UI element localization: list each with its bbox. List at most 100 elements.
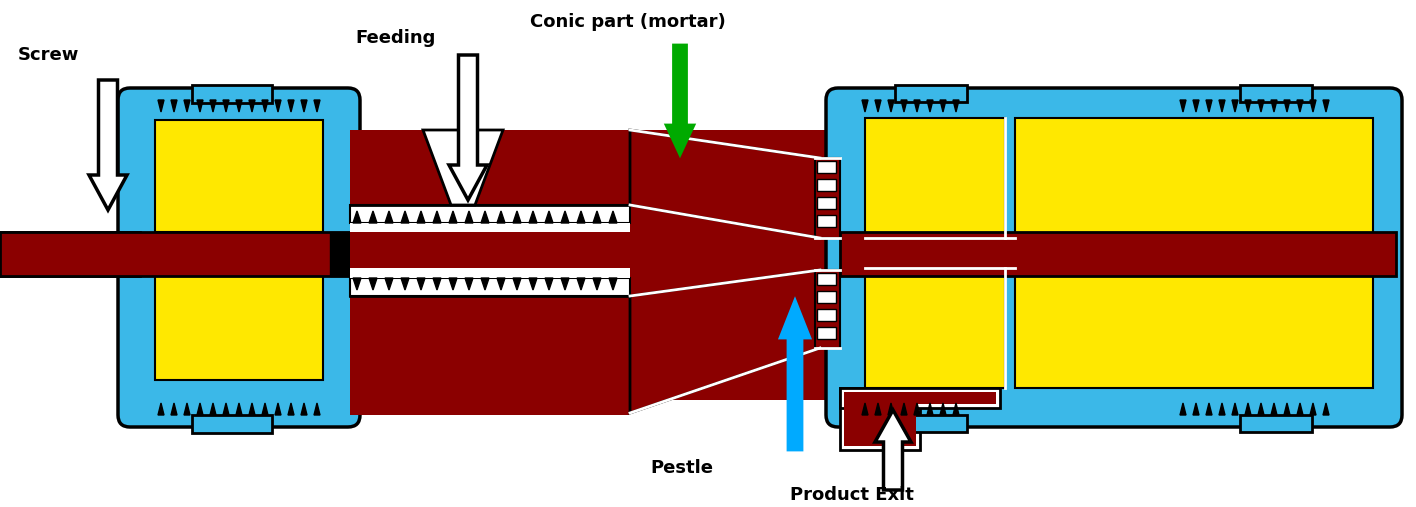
- Polygon shape: [370, 211, 377, 223]
- Polygon shape: [1232, 100, 1238, 112]
- Polygon shape: [497, 278, 506, 290]
- Polygon shape: [481, 211, 489, 223]
- Text: Product Exit: Product Exit: [790, 486, 913, 504]
- Bar: [510, 130, 630, 225]
- Polygon shape: [940, 403, 946, 415]
- Text: Screw: Screw: [18, 46, 79, 64]
- Polygon shape: [197, 403, 202, 415]
- Text: Conic part (mortar): Conic part (mortar): [530, 13, 726, 31]
- FancyBboxPatch shape: [826, 88, 1402, 427]
- Polygon shape: [262, 403, 268, 415]
- Polygon shape: [953, 403, 959, 415]
- Bar: [817, 179, 835, 191]
- Polygon shape: [1245, 403, 1250, 415]
- Bar: [844, 392, 916, 446]
- Polygon shape: [184, 100, 190, 112]
- Polygon shape: [353, 278, 361, 290]
- Polygon shape: [210, 100, 217, 112]
- Bar: [336, 130, 835, 400]
- Polygon shape: [401, 278, 409, 290]
- Bar: [840, 388, 920, 450]
- Polygon shape: [913, 403, 920, 415]
- Polygon shape: [630, 270, 820, 413]
- Polygon shape: [593, 278, 600, 290]
- Polygon shape: [314, 403, 320, 415]
- Bar: [193, 85, 272, 103]
- Polygon shape: [561, 211, 569, 223]
- Polygon shape: [370, 278, 377, 290]
- Polygon shape: [464, 278, 473, 290]
- Polygon shape: [287, 100, 295, 112]
- Polygon shape: [530, 278, 537, 290]
- Polygon shape: [1297, 403, 1303, 415]
- Polygon shape: [1219, 100, 1225, 112]
- Bar: [840, 232, 1396, 276]
- FancyArrow shape: [89, 80, 127, 210]
- Polygon shape: [862, 403, 868, 415]
- FancyArrow shape: [780, 300, 810, 450]
- Bar: [0, 232, 140, 276]
- Bar: [817, 215, 835, 227]
- Polygon shape: [609, 211, 617, 223]
- Polygon shape: [481, 278, 489, 290]
- Bar: [865, 268, 1005, 388]
- Bar: [330, 232, 350, 276]
- Polygon shape: [513, 278, 521, 290]
- Polygon shape: [159, 403, 164, 415]
- Polygon shape: [275, 403, 280, 415]
- Bar: [817, 197, 835, 209]
- Text: Feeding: Feeding: [355, 29, 435, 47]
- Polygon shape: [497, 211, 506, 223]
- Bar: [350, 295, 630, 415]
- FancyArrow shape: [875, 410, 910, 490]
- Polygon shape: [1257, 403, 1264, 415]
- Bar: [350, 232, 630, 268]
- Polygon shape: [385, 278, 394, 290]
- Polygon shape: [1323, 100, 1330, 112]
- Polygon shape: [888, 403, 893, 415]
- Polygon shape: [1284, 403, 1290, 415]
- Polygon shape: [314, 100, 320, 112]
- Bar: [816, 270, 840, 348]
- Polygon shape: [1310, 100, 1315, 112]
- Polygon shape: [875, 100, 881, 112]
- Polygon shape: [401, 211, 409, 223]
- Polygon shape: [287, 403, 295, 415]
- Bar: [350, 130, 630, 225]
- Polygon shape: [545, 211, 554, 223]
- Polygon shape: [545, 278, 554, 290]
- Bar: [817, 273, 835, 285]
- Polygon shape: [1194, 403, 1199, 415]
- Bar: [844, 392, 995, 404]
- Polygon shape: [433, 278, 440, 290]
- FancyBboxPatch shape: [118, 88, 360, 427]
- Polygon shape: [210, 403, 217, 415]
- Bar: [865, 118, 1005, 238]
- Polygon shape: [1194, 100, 1199, 112]
- Bar: [350, 223, 630, 278]
- Polygon shape: [433, 211, 440, 223]
- Polygon shape: [171, 100, 177, 112]
- Bar: [154, 120, 323, 232]
- Polygon shape: [197, 100, 202, 112]
- Bar: [817, 291, 835, 303]
- Polygon shape: [423, 130, 503, 205]
- Polygon shape: [561, 278, 569, 290]
- Polygon shape: [449, 278, 457, 290]
- Bar: [817, 161, 835, 173]
- Bar: [895, 415, 967, 432]
- Polygon shape: [1297, 100, 1303, 112]
- Polygon shape: [1284, 100, 1290, 112]
- Polygon shape: [464, 211, 473, 223]
- Polygon shape: [171, 403, 177, 415]
- Polygon shape: [249, 100, 255, 112]
- Bar: [1015, 268, 1374, 388]
- Polygon shape: [530, 211, 537, 223]
- Bar: [154, 268, 323, 380]
- Polygon shape: [1257, 100, 1264, 112]
- Polygon shape: [449, 211, 457, 223]
- Bar: [840, 388, 1000, 408]
- Bar: [0, 232, 350, 276]
- Bar: [816, 158, 840, 238]
- Polygon shape: [1206, 100, 1212, 112]
